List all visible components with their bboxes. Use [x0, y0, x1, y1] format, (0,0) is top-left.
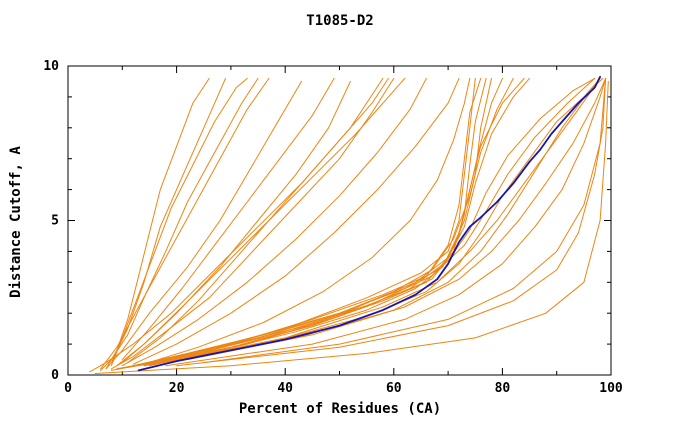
series-line-model-27 [203, 77, 607, 364]
series-line-model-14 [132, 77, 476, 367]
series-line-model-08 [105, 80, 302, 370]
series-line-model-11 [121, 77, 427, 367]
x-tick-label: 0 [64, 381, 72, 396]
series-line-model-16 [127, 77, 487, 368]
series-line-highlight [137, 75, 601, 372]
series-line-model-20 [132, 77, 514, 367]
series-line-model-12 [132, 77, 460, 365]
series-line-model-29 [148, 77, 596, 367]
series-line-model-07 [127, 77, 384, 364]
series-line-model-28 [159, 77, 596, 364]
series-line-model-03 [100, 77, 270, 370]
series-line-model-15 [143, 77, 482, 367]
x-tick-label: 60 [386, 381, 402, 396]
series-line-model-01 [105, 77, 210, 370]
series-line-model-26 [94, 80, 609, 374]
y-tick-label: 10 [43, 59, 59, 74]
series-line-model-13 [138, 77, 471, 367]
series-line-model-09 [121, 80, 351, 364]
series-line-model-32 [100, 77, 259, 371]
x-tick-label: 40 [277, 381, 293, 396]
series-line-model-33 [89, 77, 389, 373]
x-axis-label: Percent of Residues (CA) [238, 401, 442, 417]
x-tick-label: 80 [495, 381, 511, 396]
y-tick-label: 5 [51, 214, 59, 229]
series-line-model-24 [165, 77, 607, 367]
series-line-model-22 [143, 77, 601, 367]
chart-title: T1085-D2 [306, 13, 374, 29]
series-line-model-23 [154, 77, 601, 365]
x-tick-label: 100 [599, 381, 623, 396]
series-line-model-10 [110, 77, 395, 370]
series-line-model-06 [121, 77, 335, 361]
x-tick-label: 20 [169, 381, 185, 396]
series-line-model-04 [110, 77, 226, 364]
y-tick-label: 0 [51, 368, 59, 383]
series-line-model-30 [187, 77, 607, 361]
series-line-model-18 [148, 77, 530, 365]
series-line-model-02 [110, 77, 248, 367]
